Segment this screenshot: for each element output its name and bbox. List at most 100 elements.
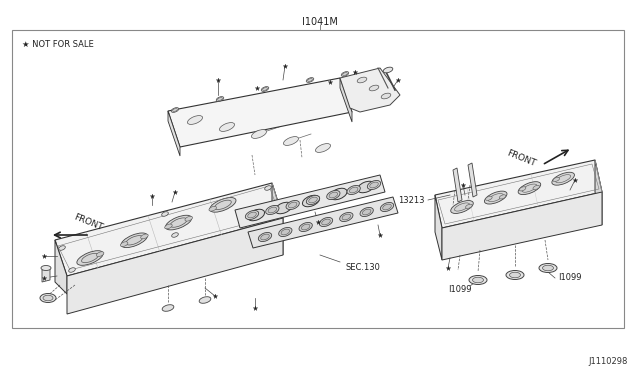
Ellipse shape — [519, 187, 526, 191]
Ellipse shape — [319, 218, 333, 227]
Text: I1041M: I1041M — [302, 17, 338, 27]
Ellipse shape — [248, 212, 256, 218]
Ellipse shape — [465, 204, 472, 208]
Ellipse shape — [265, 186, 271, 190]
Ellipse shape — [509, 272, 520, 278]
Ellipse shape — [330, 188, 347, 200]
Ellipse shape — [259, 232, 271, 241]
Polygon shape — [235, 175, 385, 228]
Ellipse shape — [260, 234, 269, 240]
Ellipse shape — [141, 234, 148, 239]
Ellipse shape — [308, 197, 317, 203]
Ellipse shape — [210, 198, 236, 212]
Text: FRONT: FRONT — [506, 148, 537, 168]
Ellipse shape — [284, 137, 298, 145]
Ellipse shape — [43, 295, 53, 301]
Polygon shape — [468, 163, 477, 197]
Ellipse shape — [340, 212, 353, 222]
Ellipse shape — [162, 305, 174, 311]
Ellipse shape — [367, 180, 381, 190]
Polygon shape — [55, 183, 283, 276]
Ellipse shape — [342, 73, 348, 76]
Ellipse shape — [380, 202, 394, 212]
Ellipse shape — [451, 201, 474, 214]
Ellipse shape — [370, 182, 378, 188]
Ellipse shape — [252, 129, 266, 138]
Ellipse shape — [533, 185, 540, 189]
Ellipse shape — [245, 211, 259, 219]
Ellipse shape — [173, 109, 177, 112]
Ellipse shape — [369, 85, 379, 91]
Ellipse shape — [358, 181, 374, 193]
Ellipse shape — [306, 78, 314, 82]
Ellipse shape — [484, 191, 507, 204]
Ellipse shape — [383, 204, 391, 210]
Ellipse shape — [120, 242, 128, 247]
Ellipse shape — [40, 294, 56, 302]
Polygon shape — [442, 192, 602, 260]
Ellipse shape — [307, 195, 319, 205]
Polygon shape — [67, 218, 283, 314]
Ellipse shape — [59, 246, 65, 250]
Text: I1099: I1099 — [558, 273, 582, 282]
Polygon shape — [248, 197, 398, 248]
Ellipse shape — [286, 201, 300, 209]
Ellipse shape — [301, 224, 310, 230]
Ellipse shape — [188, 116, 202, 124]
Text: J1110298: J1110298 — [589, 357, 628, 366]
Polygon shape — [168, 78, 352, 147]
Polygon shape — [340, 68, 400, 112]
Ellipse shape — [209, 206, 216, 211]
Ellipse shape — [518, 182, 541, 195]
Ellipse shape — [326, 190, 340, 199]
FancyBboxPatch shape — [12, 30, 624, 328]
Ellipse shape — [281, 229, 290, 235]
Ellipse shape — [248, 209, 264, 221]
Ellipse shape — [360, 208, 373, 217]
Ellipse shape — [185, 217, 193, 221]
Ellipse shape — [97, 252, 104, 257]
Ellipse shape — [469, 276, 487, 285]
Ellipse shape — [165, 215, 192, 230]
Ellipse shape — [308, 78, 312, 81]
Text: 13213: 13213 — [399, 196, 425, 205]
Ellipse shape — [553, 177, 559, 182]
Ellipse shape — [342, 214, 351, 220]
Ellipse shape — [289, 202, 297, 208]
Text: FRONT: FRONT — [72, 212, 104, 232]
Ellipse shape — [349, 187, 358, 193]
Ellipse shape — [266, 205, 279, 215]
Ellipse shape — [329, 192, 338, 198]
Ellipse shape — [218, 97, 222, 100]
Ellipse shape — [68, 268, 76, 272]
Ellipse shape — [543, 265, 554, 271]
Polygon shape — [168, 111, 180, 156]
Polygon shape — [272, 183, 283, 255]
Ellipse shape — [499, 195, 506, 199]
Polygon shape — [340, 78, 352, 122]
Text: I1099: I1099 — [448, 285, 472, 295]
Ellipse shape — [41, 266, 51, 270]
Ellipse shape — [216, 97, 224, 102]
Ellipse shape — [486, 196, 492, 201]
Ellipse shape — [261, 87, 269, 92]
Polygon shape — [435, 195, 442, 260]
Ellipse shape — [362, 209, 371, 215]
Ellipse shape — [341, 72, 349, 76]
Ellipse shape — [316, 144, 330, 153]
Polygon shape — [595, 160, 602, 225]
Ellipse shape — [172, 233, 179, 237]
Ellipse shape — [539, 263, 557, 273]
Ellipse shape — [199, 297, 211, 303]
Ellipse shape — [121, 233, 147, 248]
Polygon shape — [435, 160, 602, 228]
Ellipse shape — [506, 270, 524, 279]
Ellipse shape — [347, 186, 360, 195]
Ellipse shape — [383, 67, 393, 73]
Ellipse shape — [275, 202, 292, 214]
Ellipse shape — [472, 277, 483, 283]
Ellipse shape — [278, 227, 292, 237]
Ellipse shape — [552, 172, 575, 185]
Ellipse shape — [262, 87, 268, 90]
Ellipse shape — [303, 195, 319, 207]
